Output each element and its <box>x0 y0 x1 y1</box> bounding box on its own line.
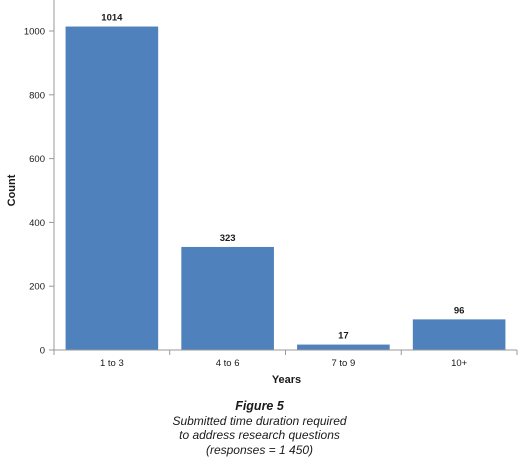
x-axis-title: Years <box>272 374 301 386</box>
y-tick-label: 400 <box>29 218 45 229</box>
data-label: 323 <box>220 233 236 244</box>
data-label: 17 <box>338 331 349 342</box>
y-tick-label: 1000 <box>24 27 45 38</box>
x-tick-label: 4 to 6 <box>216 358 240 369</box>
bar-4 <box>412 319 506 350</box>
data-labels: 1014 323 17 96 <box>101 13 464 342</box>
y-tick-label: 800 <box>29 90 45 101</box>
caption-line-2: to address research questions <box>179 428 340 442</box>
data-label: 1014 <box>101 13 123 24</box>
y-tick-label: 200 <box>29 282 45 293</box>
bar-3 <box>297 344 390 350</box>
bar-2 <box>181 246 274 350</box>
caption-line-1: Submitted time duration required <box>172 413 347 428</box>
y-tick-label: 0 <box>40 346 45 357</box>
x-tick-label: 7 to 9 <box>331 358 355 369</box>
y-axis-title: Count <box>6 174 18 206</box>
x-tick-label: 1 to 3 <box>100 358 124 369</box>
figure-caption: Figure 5 Submitted time duration require… <box>0 399 519 457</box>
figure-label: Figure 5 <box>235 399 284 413</box>
x-axis-ticks: 1 to 3 4 to 6 7 to 9 10+ <box>53 350 518 369</box>
bar-chart: 0 200 400 600 800 1000 1014 323 17 96 1 to 3 4 to… <box>6 0 518 386</box>
caption-line-3: (responses = 1 450) <box>205 442 314 457</box>
y-tick-label: 600 <box>29 154 45 165</box>
bars <box>65 26 506 351</box>
bar-1 <box>65 26 159 351</box>
data-label: 96 <box>454 305 465 316</box>
x-tick-label: 10+ <box>451 358 468 369</box>
y-axis-ticks: 0 200 400 600 800 1000 <box>24 27 54 357</box>
